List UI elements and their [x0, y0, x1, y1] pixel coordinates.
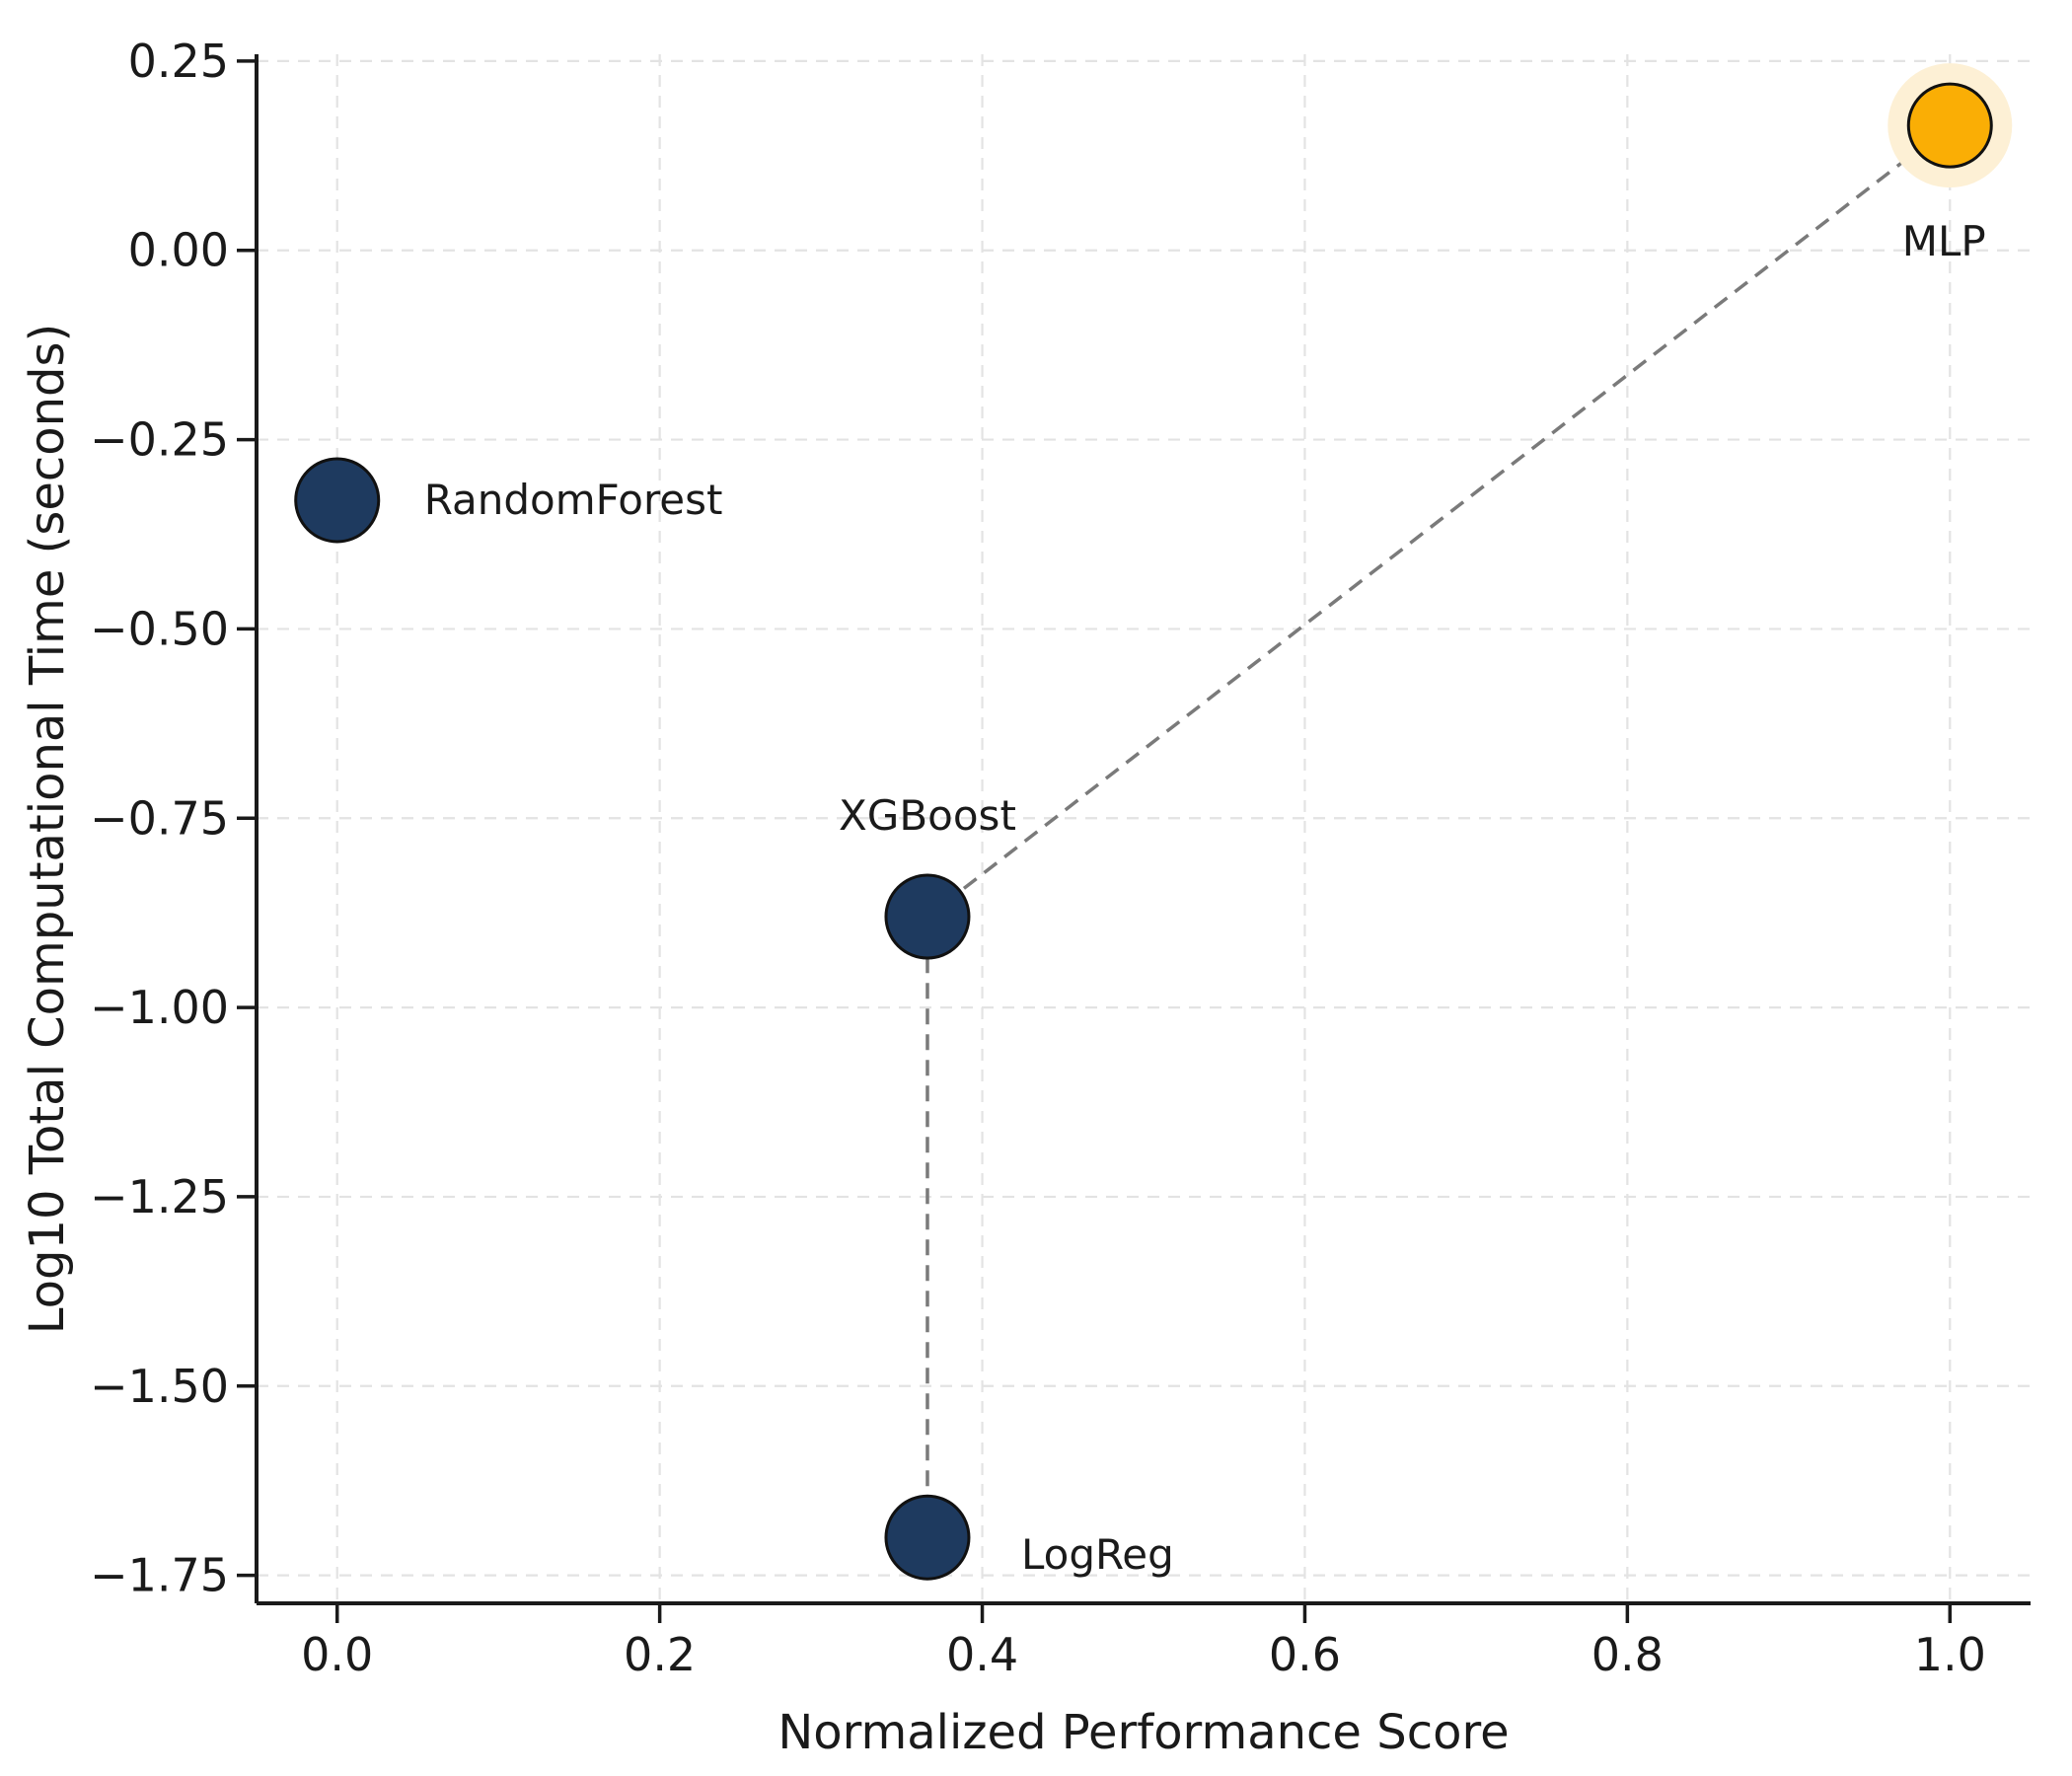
- point-LogReg: [884, 1494, 971, 1581]
- connector-layer: [925, 123, 1952, 1538]
- x-tick-label: 0.0: [301, 1628, 373, 1681]
- gridlines-layer: [257, 54, 2031, 1603]
- y-tick-label: −0.75: [90, 791, 229, 845]
- point-RandomForest: [294, 457, 381, 544]
- x-tick-label: 0.6: [1269, 1628, 1341, 1681]
- x-tick-label: 0.8: [1591, 1628, 1664, 1681]
- x-axis-title: Normalized Performance Score: [777, 1705, 1509, 1760]
- tick-labels-layer: 0.0 0.2 0.4 0.6 0.8 1.0 0.25 0.00 −0.25 −0.50 −0.7…: [90, 35, 1986, 1681]
- y-tick-label: −0.25: [90, 413, 229, 467]
- points-layer: [294, 63, 2013, 1581]
- y-tick-label: 0.25: [128, 35, 229, 88]
- point-label-MLP: MLP: [1902, 217, 1986, 265]
- point-label-LogReg: LogReg: [1021, 1530, 1174, 1579]
- x-tick-label: 0.2: [624, 1628, 696, 1681]
- frontier-connector-line: [925, 123, 1952, 1538]
- axes-layer: [237, 54, 2031, 1623]
- y-tick-label: −1.50: [90, 1360, 229, 1413]
- annotations-layer: RandomForest XGBoost LogReg MLP: [424, 217, 1986, 1579]
- y-tick-label: −0.50: [90, 602, 229, 655]
- point-XGBoost: [884, 873, 971, 960]
- x-tick-label: 1.0: [1914, 1628, 1986, 1681]
- point-MLP: [1906, 82, 1993, 169]
- y-tick-label: −1.00: [90, 981, 229, 1034]
- point-label-XGBoost: XGBoost: [839, 791, 1016, 840]
- y-tick-label: 0.00: [128, 224, 229, 277]
- y-tick-label: −1.25: [90, 1170, 229, 1223]
- point-label-RandomForest: RandomForest: [424, 476, 723, 524]
- y-tick-label: −1.75: [90, 1549, 229, 1602]
- x-tick-label: 0.4: [946, 1628, 1018, 1681]
- y-axis-title: Log10 Total Computational Time (seconds): [20, 324, 75, 1335]
